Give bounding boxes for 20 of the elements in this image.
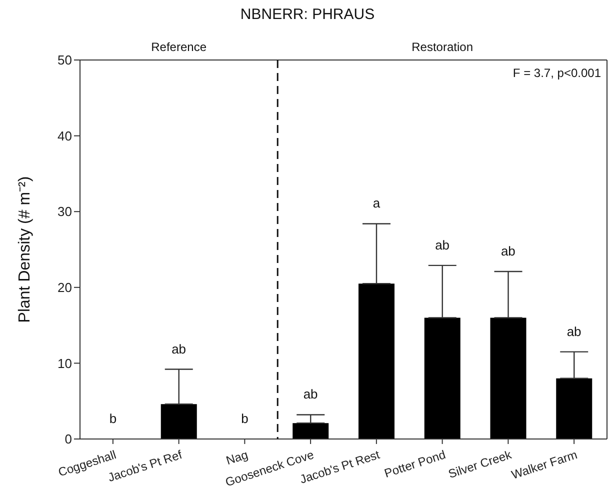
annotation: ab (172, 341, 186, 356)
text: Restoration (410, 40, 474, 54)
chart-title: NBNERR: PHRAUS (239, 6, 376, 23)
annotation: b (241, 411, 248, 426)
annotation: ab (303, 386, 318, 402)
annotation: F = 3.7, p<0.001 (512, 66, 601, 80)
text: Reference (150, 40, 208, 54)
annotation: ab (435, 237, 450, 252)
annotation: ab (566, 324, 582, 339)
x-tick-label: Potter Pond (382, 448, 448, 480)
annotation: b (109, 411, 117, 426)
y-tick-label: 10 (58, 356, 72, 371)
y-axis-title: Plant Density (# m⁻²) (16, 176, 34, 323)
y-tick-label: 0 (64, 432, 72, 447)
y-tick-label: 50 (58, 52, 72, 68)
annotation: a (372, 196, 381, 211)
y-tick-label: 20 (58, 280, 72, 296)
y-tick-label: 40 (58, 128, 72, 144)
y-tick-label: 30 (58, 204, 72, 220)
annotation: ab (500, 243, 516, 258)
